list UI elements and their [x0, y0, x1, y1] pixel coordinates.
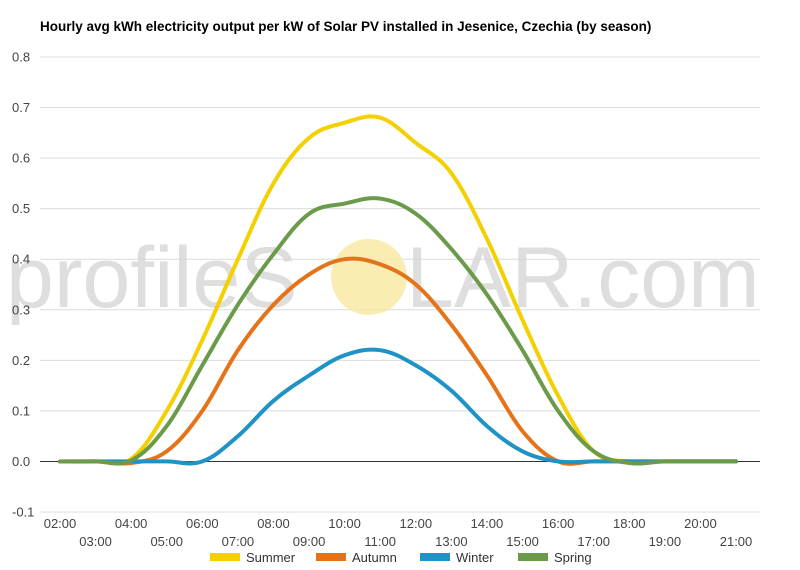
- x-tick-label: 12:00: [400, 516, 433, 531]
- y-tick-label: 0.0: [12, 454, 30, 469]
- legend-label-autumn[interactable]: Autumn: [352, 550, 397, 565]
- x-tick-label: 08:00: [257, 516, 290, 531]
- x-tick-label: 16:00: [542, 516, 575, 531]
- legend-label-winter[interactable]: Winter: [456, 550, 494, 565]
- series-line-winter: [58, 347, 738, 466]
- x-tick-label: 14:00: [471, 516, 504, 531]
- y-tick-label: 0.6: [12, 151, 30, 166]
- legend-swatch-winter[interactable]: [420, 553, 450, 561]
- grid-lines: [40, 56, 760, 513]
- x-tick-label: 07:00: [222, 534, 255, 549]
- watermark-text-right: LAR.com: [406, 230, 760, 326]
- y-tick-label: -0.1: [12, 505, 34, 520]
- y-tick-label: 0.1: [12, 403, 30, 418]
- x-tick-label: 13:00: [435, 534, 468, 549]
- watermark-sun-icon: [331, 239, 407, 315]
- watermark-text-left: profileS: [6, 230, 298, 326]
- chart-title: Hourly avg kWh electricity output per kW…: [40, 19, 652, 34]
- x-tick-label: 19:00: [649, 534, 682, 549]
- y-tick-label: 0.4: [12, 252, 30, 267]
- legend-label-spring[interactable]: Spring: [554, 550, 592, 565]
- legend-swatch-autumn[interactable]: [316, 553, 346, 561]
- legend-swatch-spring[interactable]: [518, 553, 548, 561]
- watermark: profileS LAR.com: [6, 230, 760, 326]
- x-tick-label: 18:00: [613, 516, 646, 531]
- x-axis-ticks: 02:00 04:00 06:00 08:00 10:00 12:00 14:00 16:00…: [44, 516, 753, 549]
- x-tick-label: 06:00: [186, 516, 219, 531]
- series-lines: [58, 114, 738, 466]
- x-tick-label: 15:00: [506, 534, 539, 549]
- legend: Summer Autumn Winter Spring: [210, 550, 592, 565]
- x-tick-label: 04:00: [115, 516, 148, 531]
- x-tick-label: 03:00: [79, 534, 112, 549]
- x-tick-label: 10:00: [328, 516, 361, 531]
- y-tick-label: 0.7: [12, 100, 30, 115]
- y-tick-label: 0.8: [12, 50, 30, 65]
- x-tick-label: 11:00: [364, 534, 396, 549]
- x-tick-label: 02:00: [44, 516, 77, 531]
- legend-swatch-summer[interactable]: [210, 553, 240, 561]
- x-tick-label: 21:00: [720, 534, 753, 549]
- x-tick-label: 17:00: [577, 534, 610, 549]
- x-tick-label: 20:00: [684, 516, 717, 531]
- legend-label-summer[interactable]: Summer: [246, 550, 296, 565]
- series-line-spring: [58, 196, 738, 466]
- y-axis-ticks: -0.1 0.0 0.1 0.2 0.3 0.4 0.5 0.6 0.7 0.8: [12, 50, 34, 520]
- y-tick-label: 0.5: [12, 201, 30, 216]
- x-tick-label: 09:00: [293, 534, 326, 549]
- x-tick-label: 05:00: [150, 534, 183, 549]
- y-tick-label: 0.3: [12, 302, 30, 317]
- y-tick-label: 0.2: [12, 353, 30, 368]
